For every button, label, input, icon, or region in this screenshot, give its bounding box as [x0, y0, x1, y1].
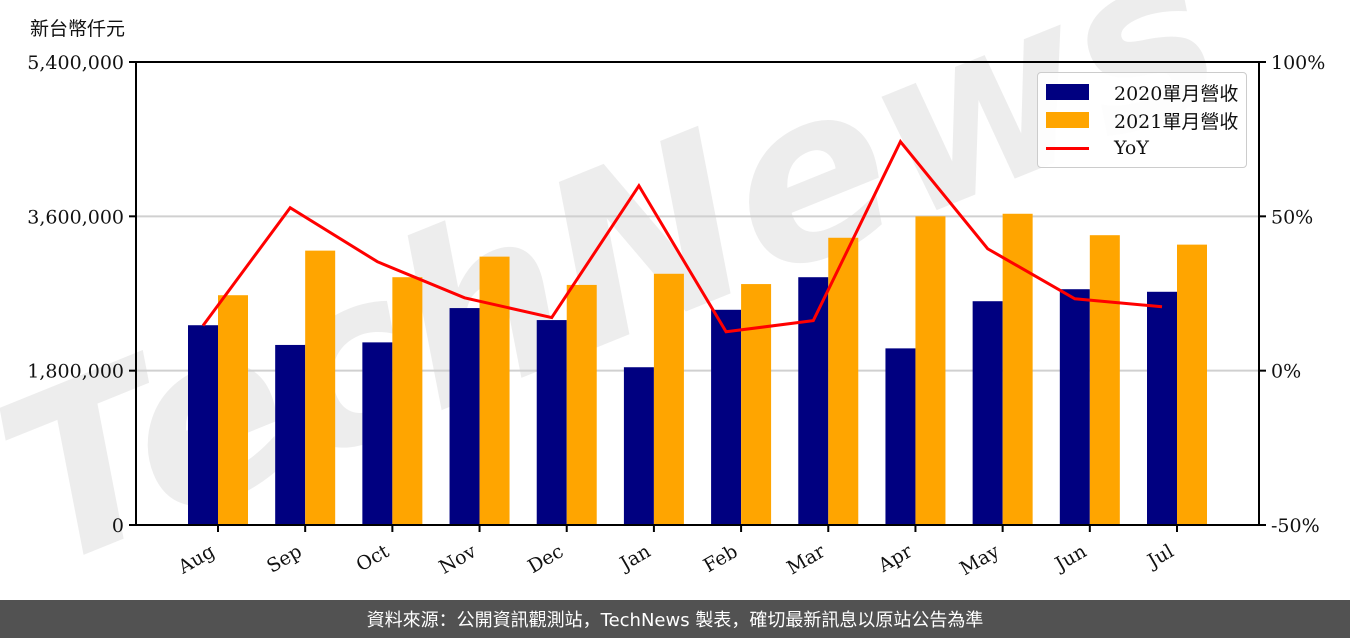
- y2-tick-label: 0%: [1271, 361, 1301, 383]
- legend-label: YoY: [1114, 137, 1149, 159]
- bar-2021: [1177, 244, 1207, 525]
- bar-2020: [275, 344, 306, 525]
- bar-2020: [449, 308, 480, 525]
- bar-2020: [885, 348, 916, 525]
- yoy-polyline: [201, 138, 1163, 334]
- bar-2020: [972, 301, 1003, 525]
- legend-label: 2021單月營收: [1114, 110, 1239, 133]
- bar-2020: [362, 342, 393, 525]
- legend-item-2021: 2021單月營收: [1046, 107, 1238, 133]
- legend-item-2020: 2020單月營收: [1046, 79, 1238, 105]
- bar-2020: [1059, 289, 1090, 525]
- legend-label: 2020單月營收: [1114, 82, 1239, 105]
- x-tick-label: Oct: [353, 540, 394, 576]
- x-tick-label: Jul: [1142, 540, 1177, 573]
- x-tick-label: Jan: [615, 540, 655, 576]
- y-tick-label: 1,800,000: [27, 361, 124, 383]
- y2-tick-label: 50%: [1271, 206, 1313, 228]
- x-tick-label: Dec: [524, 540, 567, 578]
- bar-2021: [305, 250, 336, 525]
- x-tick-label: Mar: [783, 540, 829, 579]
- bar-2021: [392, 277, 423, 525]
- bar-2020: [623, 367, 654, 525]
- x-tick-label: May: [956, 540, 1003, 580]
- y2-tick-label: 100%: [1271, 52, 1325, 74]
- bar-2021: [1089, 235, 1120, 525]
- bar-2020: [536, 320, 567, 525]
- y-axis-unit-label: 新台幣仟元: [30, 18, 126, 40]
- legend-swatch-2020-icon: [1046, 84, 1089, 100]
- x-tick-label: Apr: [874, 540, 917, 577]
- x-tick-label: Sep: [263, 540, 306, 577]
- bar-2021: [566, 284, 597, 525]
- x-tick-label: Jun: [1050, 540, 1091, 576]
- bar-2021: [218, 295, 248, 525]
- x-tick-label: Nov: [435, 540, 480, 579]
- bars: [188, 213, 1207, 526]
- y-tick-label: 5,400,000: [27, 52, 124, 74]
- x-tick-label: Feb: [700, 540, 742, 577]
- legend-line-yoy-icon: [1046, 146, 1089, 150]
- bar-2021: [741, 284, 772, 525]
- bar-2021: [915, 216, 946, 526]
- bar-2021: [653, 273, 684, 525]
- plot-frame: [135, 61, 1260, 526]
- legend-swatch-2021-icon: [1046, 112, 1089, 128]
- y-tick-label: 3,600,000: [27, 206, 124, 228]
- bar-2020: [1147, 291, 1177, 525]
- bar-2020: [711, 309, 742, 525]
- bar-2020: [188, 325, 218, 525]
- legend-item-yoy: YoY: [1046, 135, 1149, 161]
- yoy-line: [201, 138, 1163, 334]
- y2-tick-label: -50%: [1271, 515, 1320, 537]
- source-footer: 資料來源：公開資訊觀測站，TechNews 製表，確切最新訊息以原站公告為準: [0, 600, 1350, 638]
- bar-2020: [798, 277, 829, 525]
- footer-text: 資料來源：公開資訊觀測站，TechNews 製表，確切最新訊息以原站公告為準: [366, 610, 984, 631]
- y-tick-label: 0: [112, 515, 124, 537]
- legend: 2020單月營收 2021單月營收 YoY: [1037, 72, 1247, 168]
- bar-2021: [479, 256, 510, 525]
- chart-area: TechNews 0 1,800,000 3,600,000 5,400,000 -50…: [0, 0, 1325, 621]
- bar-2021: [828, 237, 859, 525]
